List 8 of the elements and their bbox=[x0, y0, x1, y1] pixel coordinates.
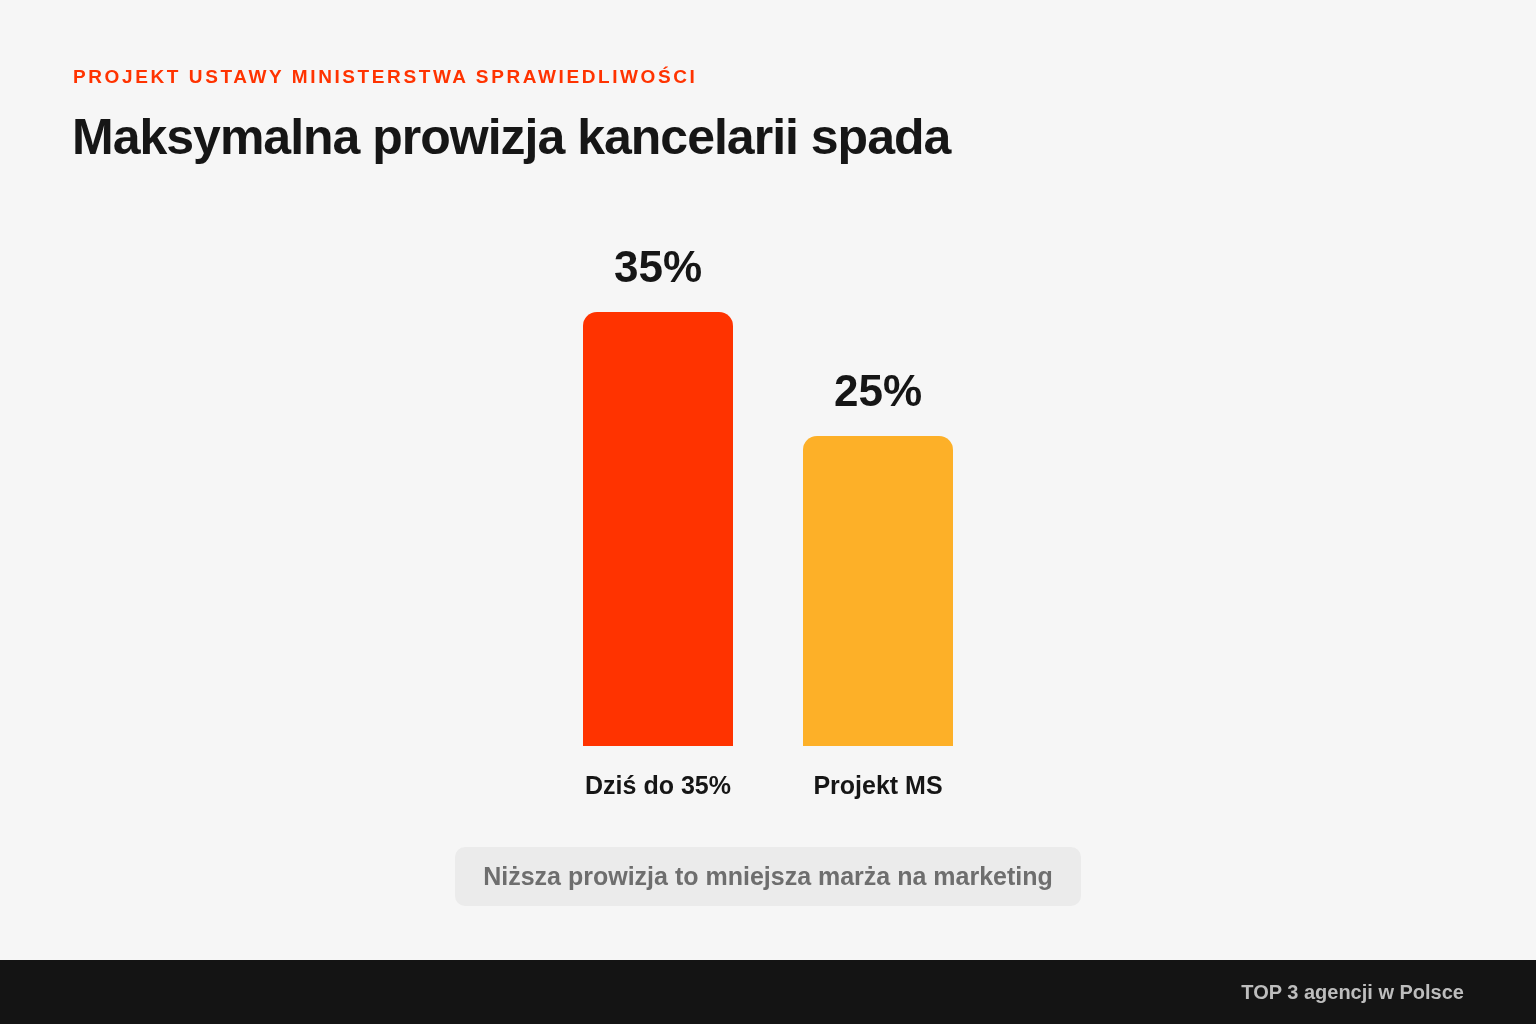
text: Niższa prowizja to mniejsza marża na marketing bbox=[455, 847, 1081, 906]
data-label: 25% bbox=[833, 366, 923, 416]
chart-title: Maksymalna prowizja kancelarii spada bbox=[72, 108, 951, 166]
text: PROJEKT USTAWY MINISTERSTWA SPRAWIEDLIWOŚCI bbox=[73, 66, 698, 88]
data-label: 35% bbox=[613, 242, 703, 292]
text: TOP 3 agencji w Polsce bbox=[1241, 981, 1464, 1004]
x-tick-label: Projekt MS bbox=[813, 770, 943, 799]
x-tick-label: Dziś do 35% bbox=[585, 770, 731, 799]
